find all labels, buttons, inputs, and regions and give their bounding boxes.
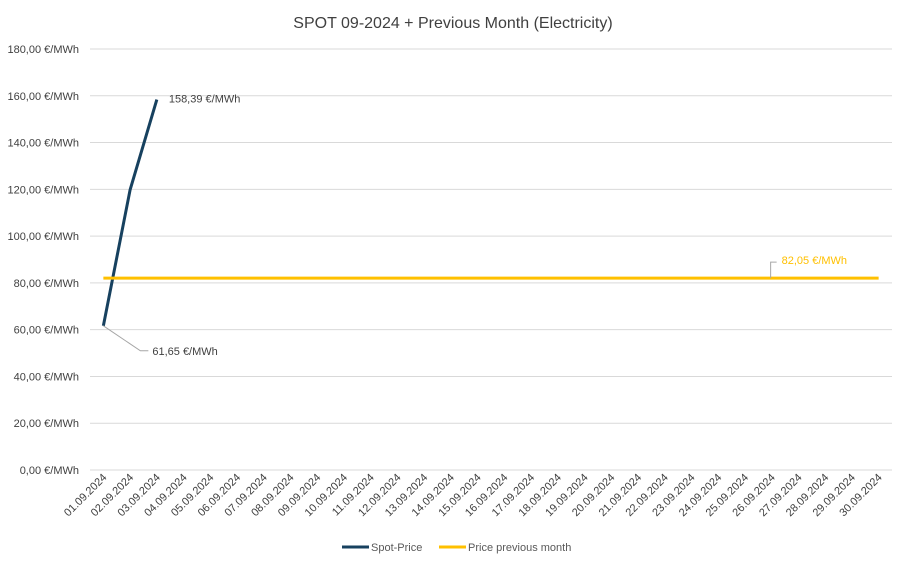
leader-line — [103, 325, 149, 352]
leader-line — [770, 261, 777, 279]
y-tick-label: 160,00 €/MWh — [7, 91, 79, 103]
y-tick-label: 140,00 €/MWh — [7, 138, 79, 150]
y-tick-label: 80,00 €/MWh — [14, 278, 79, 290]
chart-title: SPOT 09-2024 + Previous Month (Electrici… — [293, 15, 612, 32]
y-tick-label: 60,00 €/MWh — [14, 325, 79, 337]
data-label: 61,65 €/MWh — [152, 346, 217, 358]
y-tick-label: 0,00 €/MWh — [20, 465, 79, 477]
legend-entry: Price previous month — [468, 542, 571, 554]
y-tick-label: 100,00 €/MWh — [7, 231, 79, 243]
y-tick-label: 20,00 €/MWh — [14, 418, 79, 430]
series-line-spot-price — [101, 99, 159, 327]
data-label: 158,39 €/MWh — [169, 94, 241, 106]
y-tick-label: 40,00 €/MWh — [14, 371, 79, 383]
y-tick-label: 180,00 €/MWh — [7, 44, 79, 56]
data-label: 82,05 €/MWh — [782, 255, 847, 267]
y-tick-label: 120,00 €/MWh — [7, 184, 79, 196]
legend-entry: Spot-Price — [371, 542, 422, 554]
